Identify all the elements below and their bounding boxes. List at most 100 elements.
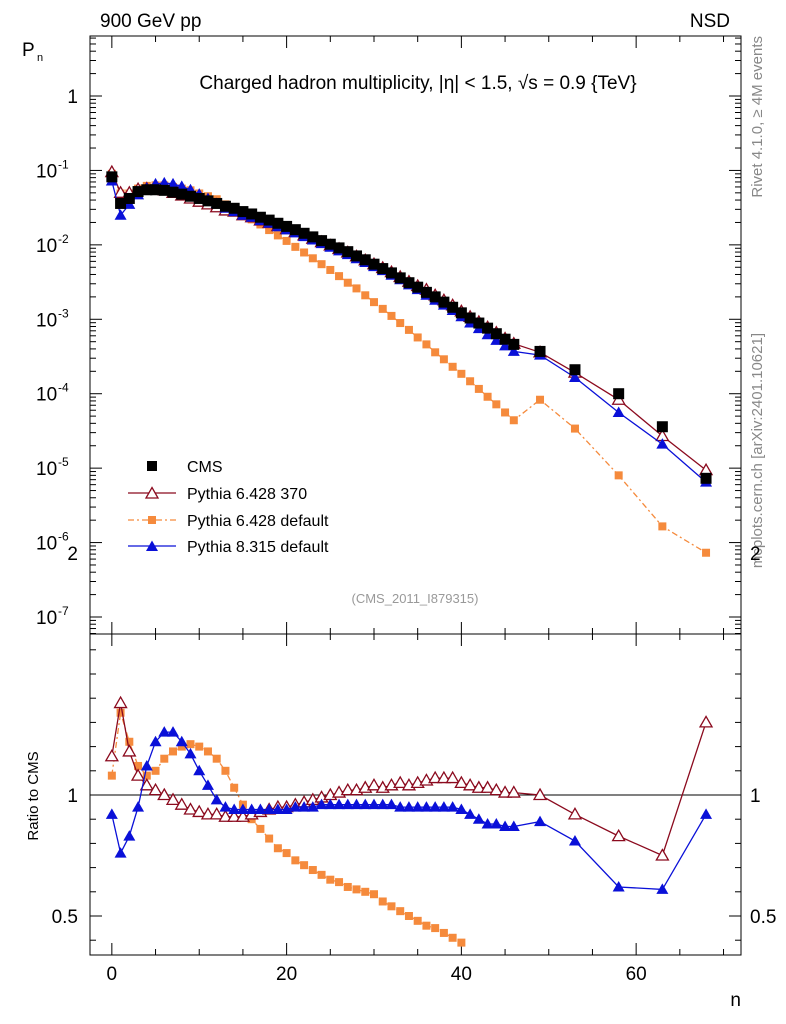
main-point-pythia-6-428-default xyxy=(273,231,282,240)
ratio-point-pythia-8-315-default xyxy=(184,747,197,759)
main-point-pythia-8-315-default xyxy=(158,176,171,188)
ratio-point-pythia-8-315-default xyxy=(437,801,450,812)
main-point-pythia-6-428-default xyxy=(474,384,483,393)
legend-p6-default-marker xyxy=(148,516,156,524)
ratio-point-pythia-8-315-default xyxy=(149,735,162,747)
ratio-point-pythia-6-428-default xyxy=(317,870,326,879)
main-point-cms xyxy=(106,171,118,183)
ratio-point-pythia-6-428-370 xyxy=(157,787,172,801)
main-point-cms xyxy=(499,333,511,345)
ratio-point-pythia-6-428-default xyxy=(439,928,448,937)
main-point-cms xyxy=(219,200,231,212)
ratio-point-pythia-6-428-370 xyxy=(122,744,137,757)
ratio-point-pythia-8-315-default xyxy=(367,798,380,810)
main-point-cms xyxy=(333,242,345,254)
main-point-cms xyxy=(656,421,668,433)
ratio-point-pythia-6-428-370 xyxy=(489,782,504,796)
ratio-point-pythia-6-428-default xyxy=(142,771,151,780)
main-point-pythia-6-428-default xyxy=(536,395,545,404)
main-line-pythia-6-428-370 xyxy=(111,171,707,471)
ratio-point-pythia-8-315-default xyxy=(411,801,424,812)
ratio-point-pythia-6-428-default xyxy=(256,824,265,833)
ratio-point-pythia-6-428-default xyxy=(291,856,300,865)
ratio-point-pythia-6-428-370 xyxy=(436,770,452,784)
ratio-point-pythia-6-428-370 xyxy=(480,780,495,793)
main-point-pythia-6-428-default xyxy=(396,319,405,328)
ratio-point-pythia-6-428-default xyxy=(361,887,370,896)
main-point-pythia-6-428-370 xyxy=(113,185,128,198)
ratio-point-pythia-6-428-370 xyxy=(454,775,469,789)
main-point-cms xyxy=(184,190,196,202)
ratio-point-pythia-6-428-370 xyxy=(174,797,189,810)
ratio-point-pythia-6-428-default xyxy=(343,882,352,891)
ratio-point-pythia-6-428-370 xyxy=(698,715,714,728)
ratio-line-pythia-6-428-default xyxy=(111,712,462,944)
main-point-cms xyxy=(613,388,625,400)
ratio-point-pythia-8-315-default xyxy=(175,735,188,747)
ratio-point-pythia-6-428-default xyxy=(203,747,212,756)
ratio-point-pythia-8-315-default xyxy=(534,815,547,827)
main-point-pythia-8-315-default xyxy=(167,177,180,189)
main-point-cms xyxy=(316,235,328,247)
main-point-cms xyxy=(281,220,293,232)
ratio-point-pythia-8-315-default xyxy=(568,834,581,846)
ratio-point-pythia-8-315-default xyxy=(350,798,363,810)
ratio-point-pythia-8-315-default xyxy=(236,803,249,815)
ratio-point-pythia-6-428-default xyxy=(326,875,335,884)
main-point-pythia-8-315-default xyxy=(499,339,512,351)
main-point-pythia-6-428-default xyxy=(291,242,300,251)
main-point-cms xyxy=(438,296,450,308)
ratio-point-pythia-6-428-370 xyxy=(462,778,478,791)
main-point-cms xyxy=(167,186,179,198)
ratio-point-pythia-8-315-default xyxy=(490,818,503,829)
mcplots-label: mcplots.cern.ch [arXiv:2401.10621] xyxy=(749,333,766,568)
main-ytick-label: 10 xyxy=(36,310,57,331)
ratio-point-pythia-6-428-default xyxy=(448,933,457,942)
main-point-cms xyxy=(412,281,424,293)
ratio-point-pythia-6-428-370 xyxy=(655,848,670,861)
ratio-point-pythia-8-315-default xyxy=(201,779,214,790)
ratio-point-pythia-8-315-default xyxy=(219,801,232,812)
ratio-point-pythia-6-428-default xyxy=(151,766,160,775)
ratio-ytick-label-right: 1 xyxy=(750,786,761,807)
main-ytick-exponent: -3 xyxy=(58,306,69,320)
ratio-ytick-label-right: 2 xyxy=(750,544,761,565)
ratio-point-pythia-6-428-default xyxy=(273,844,282,853)
ratio-point-pythia-6-428-default xyxy=(404,912,413,920)
main-point-cms xyxy=(429,291,441,303)
ratio-point-pythia-8-315-default xyxy=(289,801,302,812)
main-ytick-label: 10 xyxy=(36,608,57,629)
main-point-pythia-6-428-default xyxy=(483,392,492,401)
legend-p6-default-label: Pythia 6.428 default xyxy=(187,513,329,530)
main-ylabel-P: P xyxy=(22,40,35,61)
main-point-cms xyxy=(272,217,284,229)
ratio-point-pythia-6-428-default xyxy=(431,924,440,933)
legend-p8-default: Pythia 8.315 default xyxy=(128,539,329,556)
main-point-cms xyxy=(202,195,214,207)
ratio-point-pythia-6-428-default xyxy=(212,754,221,763)
main-point-pythia-6-428-default xyxy=(352,284,361,293)
main-point-cms xyxy=(700,472,712,484)
main-point-cms xyxy=(464,312,476,324)
main-point-pythia-8-315-default xyxy=(568,371,581,383)
main-point-pythia-6-428-default xyxy=(422,340,431,349)
main-point-cms xyxy=(228,202,240,214)
ratio-point-pythia-8-315-default xyxy=(132,801,145,812)
main-point-pythia-8-315-default xyxy=(114,209,127,220)
main-point-cms xyxy=(508,338,520,350)
rivet-label: Rivet 4.1.0, ≥ 4M events xyxy=(749,36,766,198)
ratio-point-pythia-6-428-370 xyxy=(192,804,207,818)
ratio-point-pythia-6-428-default xyxy=(177,742,186,751)
main-point-pythia-6-428-default xyxy=(369,298,378,307)
ratio-point-pythia-8-315-default xyxy=(263,803,276,815)
ratio-point-pythia-6-428-default xyxy=(335,878,344,887)
ratio-point-pythia-6-428-default xyxy=(169,747,178,756)
ratio-point-pythia-8-315-default xyxy=(105,808,118,819)
ratio-point-pythia-6-428-370 xyxy=(139,778,154,791)
main-point-cms xyxy=(193,192,205,204)
ratio-frame xyxy=(89,633,742,956)
main-point-cms xyxy=(385,267,397,279)
main-point-cms xyxy=(123,192,135,204)
ratio-point-pythia-6-428-370 xyxy=(209,807,224,820)
ratio-point-pythia-6-428-default xyxy=(422,921,431,930)
